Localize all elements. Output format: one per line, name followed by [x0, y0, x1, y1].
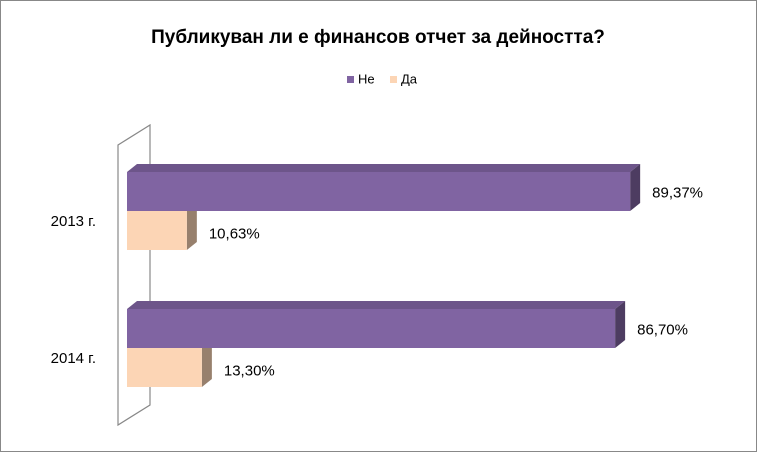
category-label: 2013 г.: [51, 213, 96, 230]
value-label: 10,63%: [209, 225, 260, 242]
category-label: 2014 г.: [51, 350, 96, 367]
bar-front: [127, 309, 616, 348]
bar-side: [201, 340, 212, 387]
legend-label: Не: [358, 71, 375, 86]
value-label: 86,70%: [637, 321, 688, 338]
back-wall: [117, 123, 151, 427]
bar-top: [127, 301, 626, 309]
bar-side: [186, 203, 197, 250]
bar-side: [630, 164, 641, 211]
chart-title: Публикуван ли е финансов отчет за дейнос…: [151, 27, 605, 48]
bar: [127, 164, 641, 211]
bar-top: [127, 164, 641, 172]
legend-label: Да: [401, 71, 418, 86]
legend-swatch: [347, 76, 354, 83]
bar: [127, 301, 626, 348]
bar-side: [615, 301, 626, 348]
legend-swatch: [390, 76, 397, 83]
bar-front: [127, 348, 202, 387]
bar-front: [127, 211, 187, 250]
value-label: 13,30%: [224, 362, 275, 379]
bar-front: [127, 172, 631, 211]
value-label: 89,37%: [652, 184, 703, 201]
